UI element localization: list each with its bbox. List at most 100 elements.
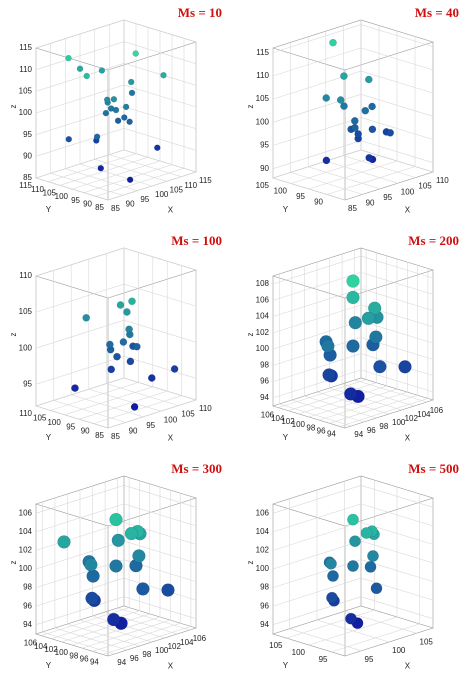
point	[126, 357, 135, 366]
z-tick-label: 100	[19, 343, 33, 352]
y-tick-label: 100	[55, 192, 69, 201]
x-tick-label: 115	[199, 176, 212, 185]
y-tick-label: 100	[274, 187, 288, 196]
y-tick-label: 102	[281, 417, 295, 426]
grid-line	[107, 270, 197, 429]
grid-line	[291, 270, 364, 423]
point	[349, 535, 361, 548]
point	[85, 591, 99, 605]
grid-line	[331, 493, 420, 653]
point	[360, 527, 373, 539]
z-tick-label: 100	[256, 564, 270, 573]
z-tick-label: 106	[19, 508, 33, 517]
x-tick-label: 100	[392, 646, 406, 655]
x-tick-label: 105	[420, 637, 434, 646]
y-tick-label: 95	[66, 422, 75, 431]
x-tick-label: 102	[168, 642, 182, 651]
z-axis-label: z	[9, 105, 18, 109]
x-tick-label: 100	[155, 646, 169, 655]
grid-line	[329, 258, 402, 411]
z-tick-label: 115	[19, 43, 32, 52]
grid-line	[92, 486, 165, 639]
z-tick-label: 105	[19, 86, 33, 95]
point	[76, 65, 84, 72]
y-tick-label: 105	[256, 181, 270, 190]
grid-line	[88, 259, 161, 412]
z-axis-label: z	[246, 333, 255, 337]
grid-line	[109, 24, 182, 177]
grid-line	[272, 337, 434, 366]
point	[350, 117, 359, 125]
point	[112, 106, 120, 114]
grid-line	[272, 577, 434, 607]
y-tick-label: 115	[19, 181, 32, 190]
grid-line	[35, 149, 197, 179]
grid-line	[272, 304, 434, 334]
point	[368, 102, 376, 111]
grid-line	[64, 256, 154, 416]
point	[160, 71, 167, 79]
z-tick-label: 94	[260, 620, 269, 629]
z-tick-label: 115	[256, 48, 269, 57]
grid-line	[61, 483, 150, 643]
y-tick-label: 102	[44, 645, 58, 654]
z-tick-label: 105	[256, 94, 270, 103]
point	[336, 96, 345, 104]
grid-line	[70, 264, 144, 418]
x-tick-label: 95	[140, 195, 149, 204]
y-tick-label: 85	[95, 431, 104, 440]
grid-line	[35, 247, 197, 277]
point	[345, 612, 357, 625]
y-tick-label: 100	[47, 418, 61, 427]
z-axis-label: z	[246, 105, 255, 109]
grid-line	[307, 36, 381, 190]
z-tick-label: 105	[19, 307, 33, 316]
z-tick-label: 104	[256, 312, 270, 321]
z-tick-label: 102	[19, 546, 33, 555]
point	[65, 135, 73, 143]
point	[368, 301, 382, 315]
point	[348, 316, 362, 330]
x-axis-label: X	[168, 434, 174, 443]
grid-line	[35, 503, 197, 533]
grid-line	[41, 502, 115, 655]
grid-line	[272, 540, 434, 570]
grid-line	[325, 31, 398, 184]
y-tick-label: 100	[292, 648, 306, 657]
point	[340, 72, 348, 80]
x-tick-label: 98	[142, 650, 151, 659]
x-tick-label: 95	[146, 421, 155, 430]
point	[132, 342, 141, 351]
point	[128, 297, 136, 306]
point	[322, 368, 336, 382]
y-tick-label: 106	[24, 639, 38, 648]
point	[126, 176, 134, 184]
point	[110, 96, 118, 103]
grid-line	[289, 498, 362, 652]
x-tick-label: 106	[193, 634, 207, 643]
x-tick-label: 94	[354, 430, 363, 439]
x-tick-label: 85	[111, 204, 120, 213]
x-tick-label: 110	[436, 176, 449, 185]
grid-line	[35, 319, 197, 349]
grid-line	[272, 20, 362, 179]
z-tick-label: 98	[260, 583, 269, 592]
point	[327, 570, 339, 582]
grid-line	[82, 490, 171, 649]
grid-line	[51, 480, 140, 639]
x-tick-label: 105	[170, 185, 184, 194]
grid-line	[272, 70, 434, 100]
point	[346, 339, 360, 353]
z-tick-label: 100	[256, 117, 270, 126]
chart-title: Ms = 10	[178, 5, 222, 20]
z-axis-label: z	[246, 561, 255, 565]
grid-line	[290, 42, 363, 195]
point	[161, 583, 175, 597]
grid-line	[272, 559, 434, 588]
point	[123, 308, 131, 316]
grid-line	[326, 36, 416, 195]
grid-line	[41, 477, 130, 636]
z-tick-label: 94	[23, 620, 32, 629]
